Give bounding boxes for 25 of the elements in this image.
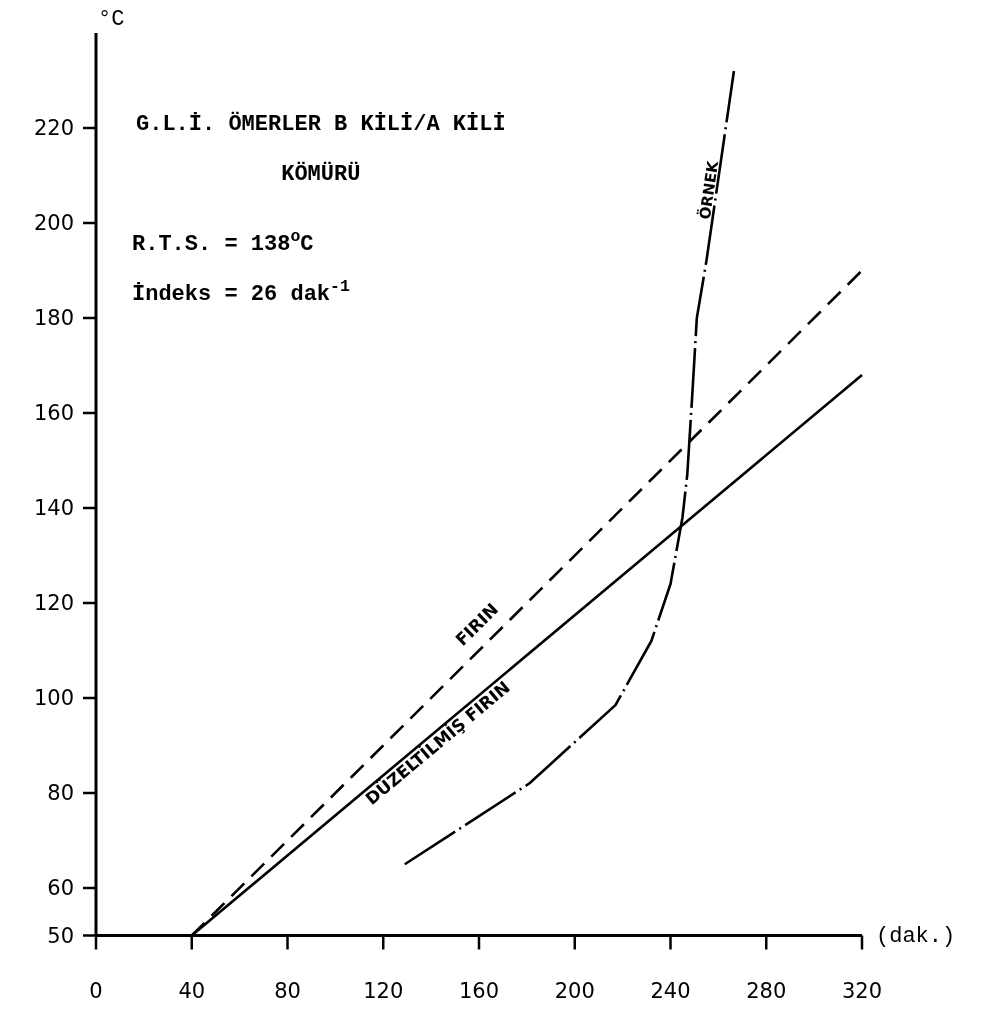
x-tick-label: 200 (554, 978, 595, 1003)
y-tick-label: 140 (33, 496, 74, 521)
x-tick-label: 160 (458, 978, 500, 1003)
y-tick-label: 60 (47, 876, 74, 901)
text: G.L.İ. ÖMERLER B KİLİ/A KİLİ KÖMÜRÜ (136, 111, 506, 187)
x-tick-label: 80 (274, 978, 301, 1003)
x-tick-label: 40 (178, 978, 206, 1003)
y-tick-label: 100 (33, 686, 74, 711)
x-tick-label: 120 (363, 978, 404, 1003)
y-tick-label: 80 (47, 781, 74, 806)
y-tick-label: 120 (33, 591, 74, 616)
y-tick-label: 200 (33, 211, 74, 236)
y-tick-label: 180 (33, 306, 74, 331)
annotation: R.T.S. = 138$^{o}$C (132, 226, 314, 257)
x-tick-label: 320 (841, 978, 883, 1003)
annotation: İndeks = 26 dak$^{-1}$ (132, 276, 350, 307)
x-tick-label: 280 (746, 978, 787, 1003)
x-tick-label: 0 (89, 978, 103, 1003)
x-axis-title: (dak.) (876, 923, 956, 949)
y-axis-title: °C (98, 7, 125, 32)
y-tick-label: 50 (47, 923, 74, 948)
y-tick-label: 160 (33, 401, 74, 426)
x-tick-label: 240 (650, 978, 691, 1003)
text: ÖRNEK (694, 158, 723, 221)
y-tick-label: 220 (33, 116, 74, 141)
